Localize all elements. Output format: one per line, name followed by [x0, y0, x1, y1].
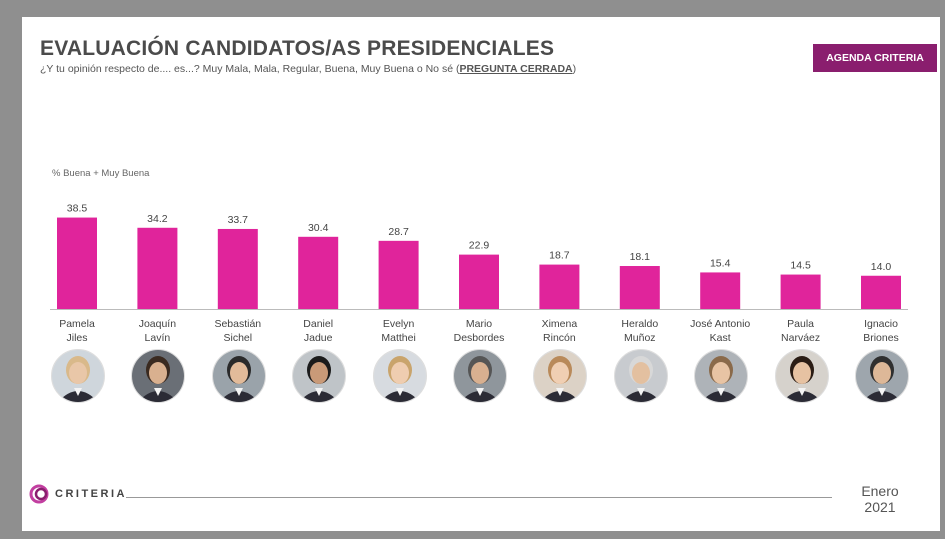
bar-value-label-8: 15.4 [710, 257, 731, 269]
survey-month: Enero [861, 483, 899, 499]
bar-9 [780, 274, 821, 309]
person-icon [534, 350, 587, 402]
person-icon [52, 350, 104, 402]
person-icon [775, 350, 828, 402]
bar-3 [298, 236, 339, 309]
survey-year: 2021 [864, 499, 896, 515]
person-icon [212, 350, 265, 402]
candidate-name-3: Daniel Jadue [303, 318, 334, 344]
bar-value-label-10: 14.0 [871, 261, 892, 273]
candidate-photo-7 [613, 349, 668, 403]
bar-value-label-6: 18.7 [549, 250, 570, 262]
candidate-photo-0 [51, 349, 105, 403]
bar-value-label-9: 14.5 [790, 260, 811, 272]
bar-4 [378, 240, 419, 309]
bar-value-label-5: 22.9 [469, 240, 490, 252]
candidate-photo-4 [372, 349, 427, 403]
bar-8 [700, 272, 741, 309]
candidate-name-7: Heraldo Muñoz [621, 318, 659, 344]
criteria-logo-icon [29, 484, 49, 504]
bar-7 [619, 266, 660, 309]
candidate-name-9: Paula Narváez [781, 318, 821, 344]
person-icon [293, 350, 346, 402]
candidate-name-8: José Antonio Kast [690, 318, 751, 344]
person-icon [132, 350, 185, 402]
footer-divider [126, 497, 832, 498]
bar-0 [57, 217, 97, 309]
candidate-photo-1 [131, 349, 186, 403]
criteria-logo: CRITERIA [28, 483, 127, 505]
bar-value-label-0: 38.5 [67, 203, 88, 215]
bar-5 [459, 254, 499, 309]
candidate-photo-8 [694, 349, 749, 403]
bar-10 [861, 275, 901, 309]
person-icon [695, 350, 748, 402]
criteria-logo-text: CRITERIA [55, 488, 127, 500]
bar-2 [217, 228, 258, 309]
subtitle-emphasis: PREGUNTA CERRADA [459, 63, 573, 75]
bar-value-label-7: 18.1 [630, 251, 651, 263]
candidate-photo-2 [211, 349, 266, 403]
candidate-name-0: Pamela Jiles [59, 318, 95, 344]
person-icon [856, 350, 908, 402]
agenda-criteria-badge: AGENDA CRITERIA [813, 44, 937, 72]
candidate-name-5: Mario Desbordes [453, 318, 505, 344]
person-icon [454, 350, 506, 402]
candidate-photo-6 [533, 349, 588, 403]
person-icon [373, 350, 426, 402]
subtitle-suffix: ) [572, 63, 577, 75]
candidate-name-2: Sebastián Sichel [214, 318, 262, 344]
candidate-name-4: Evelyn Matthei [381, 318, 416, 344]
subtitle-prefix: ¿Y tu opinión respecto de.... es...? Muy… [40, 63, 460, 75]
bar-6 [539, 264, 580, 309]
candidate-photo-5 [453, 349, 507, 403]
chart-subtitle: ¿Y tu opinión respecto de.... es...? Muy… [40, 63, 576, 75]
candidate-name-6: Ximena Rincón [541, 318, 578, 344]
bar-value-label-2: 33.7 [228, 214, 249, 226]
bar-chart: 38.5 34.2 33.7 30.4 28.7 22.9 18.7 18.1 15.4 14.5… [50, 203, 908, 310]
person-icon [614, 350, 667, 402]
chart-card: EVALUACIÓN CANDIDATOS/AS PRESIDENCIALES … [22, 17, 940, 531]
chart-title: EVALUACIÓN CANDIDATOS/AS PRESIDENCIALES [40, 37, 555, 60]
bar-value-label-3: 30.4 [308, 222, 329, 234]
bar-1 [137, 227, 178, 309]
candidate-photo-3 [292, 349, 347, 403]
bar-value-label-4: 28.7 [388, 226, 409, 238]
y-axis-label: % Buena + Muy Buena [52, 168, 150, 179]
candidate-photo-10 [855, 349, 909, 403]
survey-date: Enero 2021 [850, 483, 910, 515]
bar-value-label-1: 34.2 [147, 213, 168, 225]
candidate-photo-9 [774, 349, 829, 403]
candidate-name-10: Ignacio Briones [863, 318, 899, 344]
candidate-name-1: Joaquín Lavín [138, 318, 177, 344]
